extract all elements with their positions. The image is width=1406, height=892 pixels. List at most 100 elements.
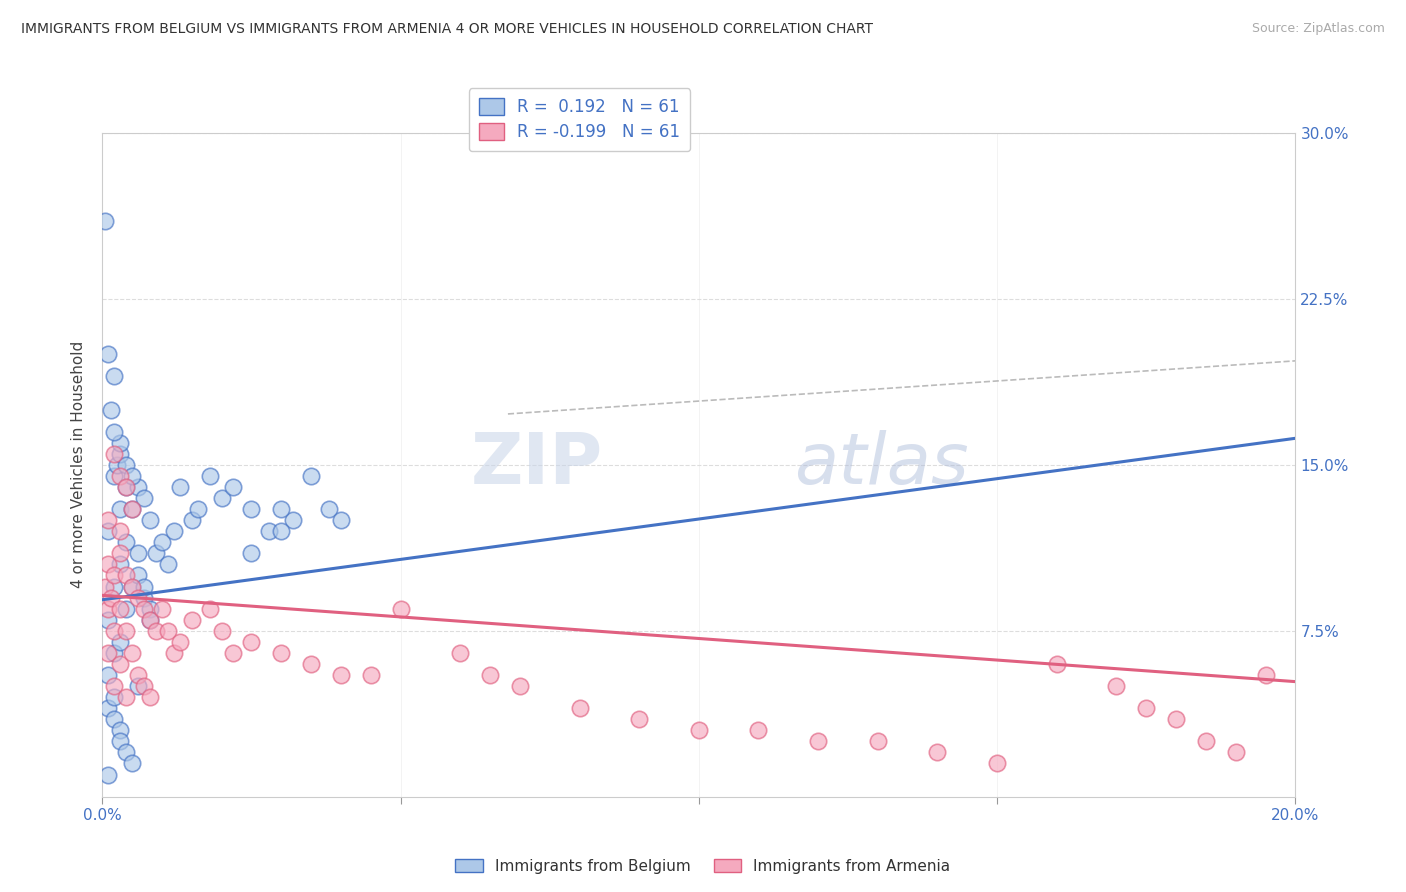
- Point: [927, 746, 949, 760]
- Point: [169, 635, 191, 649]
- Point: [100, 591, 122, 605]
- Point: [747, 723, 769, 738]
- Text: Source: ZipAtlas.com: Source: ZipAtlas.com: [1251, 22, 1385, 36]
- Point: [688, 723, 710, 738]
- Point: [1046, 657, 1069, 671]
- Point: [108, 469, 131, 483]
- Point: [115, 690, 138, 705]
- Point: [127, 668, 149, 682]
- Point: [163, 524, 186, 539]
- Legend: R =  0.192   N = 61, R = -0.199   N = 61: R = 0.192 N = 61, R = -0.199 N = 61: [468, 88, 690, 152]
- Point: [132, 591, 155, 605]
- Point: [866, 734, 889, 748]
- Point: [156, 558, 179, 572]
- Point: [103, 624, 125, 638]
- Point: [139, 601, 162, 615]
- Point: [270, 502, 292, 516]
- Point: [259, 524, 281, 539]
- Text: atlas: atlas: [794, 430, 969, 500]
- Point: [121, 502, 143, 516]
- Point: [986, 756, 1008, 771]
- Point: [139, 613, 162, 627]
- Point: [97, 613, 120, 627]
- Point: [103, 568, 125, 582]
- Text: ZIP: ZIP: [471, 430, 603, 500]
- Point: [108, 734, 131, 748]
- Point: [94, 214, 117, 228]
- Point: [108, 635, 131, 649]
- Point: [115, 480, 138, 494]
- Point: [108, 524, 131, 539]
- Y-axis label: 4 or more Vehicles in Household: 4 or more Vehicles in Household: [72, 342, 86, 589]
- Point: [211, 624, 233, 638]
- Point: [169, 480, 191, 494]
- Point: [132, 491, 155, 505]
- Point: [97, 601, 120, 615]
- Point: [270, 646, 292, 660]
- Point: [127, 679, 149, 693]
- Point: [103, 425, 125, 439]
- Point: [97, 558, 120, 572]
- Point: [115, 746, 138, 760]
- Point: [121, 469, 143, 483]
- Point: [115, 458, 138, 472]
- Point: [449, 646, 471, 660]
- Point: [108, 435, 131, 450]
- Point: [97, 347, 120, 361]
- Point: [97, 646, 120, 660]
- Point: [1166, 712, 1188, 726]
- Point: [329, 513, 352, 527]
- Point: [115, 568, 138, 582]
- Text: IMMIGRANTS FROM BELGIUM VS IMMIGRANTS FROM ARMENIA 4 OR MORE VEHICLES IN HOUSEHO: IMMIGRANTS FROM BELGIUM VS IMMIGRANTS FR…: [21, 22, 873, 37]
- Point: [145, 624, 167, 638]
- Point: [479, 668, 502, 682]
- Point: [115, 535, 138, 549]
- Point: [94, 580, 117, 594]
- Point: [240, 502, 263, 516]
- Point: [103, 369, 125, 384]
- Point: [108, 502, 131, 516]
- Point: [103, 469, 125, 483]
- Point: [127, 546, 149, 560]
- Point: [127, 480, 149, 494]
- Point: [156, 624, 179, 638]
- Point: [180, 613, 202, 627]
- Point: [163, 646, 186, 660]
- Point: [568, 701, 591, 715]
- Point: [360, 668, 382, 682]
- Point: [145, 546, 167, 560]
- Point: [108, 723, 131, 738]
- Point: [103, 646, 125, 660]
- Point: [108, 546, 131, 560]
- Point: [115, 480, 138, 494]
- Point: [100, 402, 122, 417]
- Point: [509, 679, 531, 693]
- Point: [97, 524, 120, 539]
- Point: [299, 469, 322, 483]
- Point: [108, 558, 131, 572]
- Point: [121, 580, 143, 594]
- Point: [198, 469, 221, 483]
- Point: [389, 601, 412, 615]
- Point: [103, 447, 125, 461]
- Point: [105, 458, 128, 472]
- Point: [103, 679, 125, 693]
- Point: [299, 657, 322, 671]
- Point: [139, 613, 162, 627]
- Point: [150, 535, 173, 549]
- Point: [198, 601, 221, 615]
- Point: [139, 690, 162, 705]
- Point: [807, 734, 830, 748]
- Point: [108, 447, 131, 461]
- Point: [127, 568, 149, 582]
- Point: [1225, 746, 1247, 760]
- Point: [132, 580, 155, 594]
- Point: [270, 524, 292, 539]
- Point: [132, 601, 155, 615]
- Point: [132, 679, 155, 693]
- Point: [115, 624, 138, 638]
- Point: [97, 513, 120, 527]
- Point: [240, 546, 263, 560]
- Point: [240, 635, 263, 649]
- Point: [108, 657, 131, 671]
